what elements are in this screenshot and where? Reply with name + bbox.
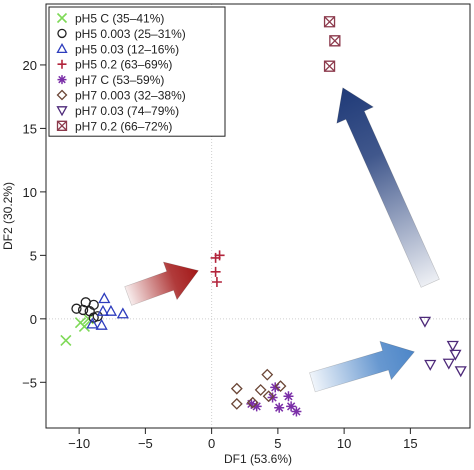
data-point [424,359,437,371]
series-5 [230,368,287,410]
data-point [246,398,257,409]
data-point [211,277,222,288]
data-point [274,402,285,413]
y-tick-label: 5 [30,248,37,263]
data-point [214,250,225,261]
series-2 [86,292,129,330]
legend-marker [56,12,68,24]
data-point [230,382,243,395]
series-1 [71,297,103,323]
series-3 [210,250,225,288]
legend-marker [56,89,68,101]
legend-label: pH7 0.03 (74–79%) [75,104,179,118]
y-tick-label: 10 [23,185,37,200]
legend-box [48,6,226,137]
plot-frame [45,3,471,429]
data-points [60,16,467,417]
trend-arrows [124,87,440,393]
trend-arrow [124,261,199,306]
legend-entry: pH5 0.003 (25–31%) [57,27,186,41]
legend-label: pH7 0.2 (66–72%) [75,119,172,133]
data-point [95,318,108,330]
data-point [329,35,341,47]
legend-label: pH5 C (35–41%) [75,12,164,26]
series-7 [323,16,341,72]
legend-marker [57,28,67,39]
legend-marker [56,120,68,131]
legend-label: pH5 0.03 (12–16%) [75,42,179,56]
legend-label: pH7 0.003 (32–38%) [75,89,186,103]
legend-label: pH5 0.2 (63–69%) [75,58,172,72]
x-axis-label: DF1 (53.6%) [224,452,292,466]
legend-label: pH7 C (53–59%) [75,73,164,87]
y-axis: −5 0 5 10 15 20 [22,58,46,390]
legend-marker [56,42,68,54]
legend-entry: pH7 0.003 (32–38%) [56,89,186,103]
data-point [98,292,111,304]
legend-entry: pH7 C (53–59%) [57,73,164,87]
legend-marker [57,59,67,69]
data-point [446,340,459,352]
x-axis: −10 −5 0 5 10 15 [68,428,418,451]
data-point [283,391,294,402]
data-point [323,16,336,28]
data-point [286,401,297,412]
x-tick-label: −10 [68,436,90,451]
legend-entry: pH7 0.03 (74–79%) [56,104,179,118]
data-point [116,307,129,319]
data-point [60,334,72,346]
legend-marker [56,106,68,117]
trend-arrow [309,340,415,393]
data-point [104,304,118,316]
data-point [96,304,110,316]
x-tick-label: 5 [274,436,281,451]
data-point [80,297,91,308]
legend-entry: pH5 0.03 (12–16%) [56,42,179,56]
y-tick-label: 15 [23,121,37,136]
x-tick-label: 0 [208,436,215,451]
data-point [449,349,462,361]
data-point [230,397,243,410]
series-6 [418,316,467,378]
data-point [78,320,90,333]
series-0 [60,313,94,346]
data-point [71,303,82,314]
legend: pH5 C (35–41%)pH5 0.003 (25–31%)pH5 0.03… [48,6,226,137]
data-point [323,60,336,72]
data-point [246,396,259,409]
data-point [418,316,432,328]
x-tick-label: 15 [403,436,417,451]
legend-entry: pH5 0.2 (63–69%) [57,58,172,72]
data-point [270,382,281,393]
data-point [262,390,275,403]
data-point [274,380,287,393]
x-tick-label: −5 [138,436,153,451]
y-axis-label: DF2 (30.2%) [1,182,15,250]
data-point [251,401,262,412]
data-point [254,383,267,396]
y-tick-label: 0 [30,312,37,327]
data-point [291,406,302,417]
data-point [454,366,467,378]
data-point [210,266,221,277]
legend-entry: pH5 C (35–41%) [56,12,164,26]
data-point [442,358,455,370]
y-tick-label: −5 [22,375,37,390]
y-tick-label: 20 [23,58,37,73]
legend-entry: pH7 0.2 (66–72%) [56,119,172,133]
data-point [92,311,103,322]
legend-marker [57,75,67,85]
x-tick-label: 10 [337,436,351,451]
legend-label: pH5 0.003 (25–31%) [75,27,186,41]
data-point [86,317,99,329]
series-4 [246,382,302,417]
data-point [261,368,274,381]
trend-arrow [336,87,440,288]
